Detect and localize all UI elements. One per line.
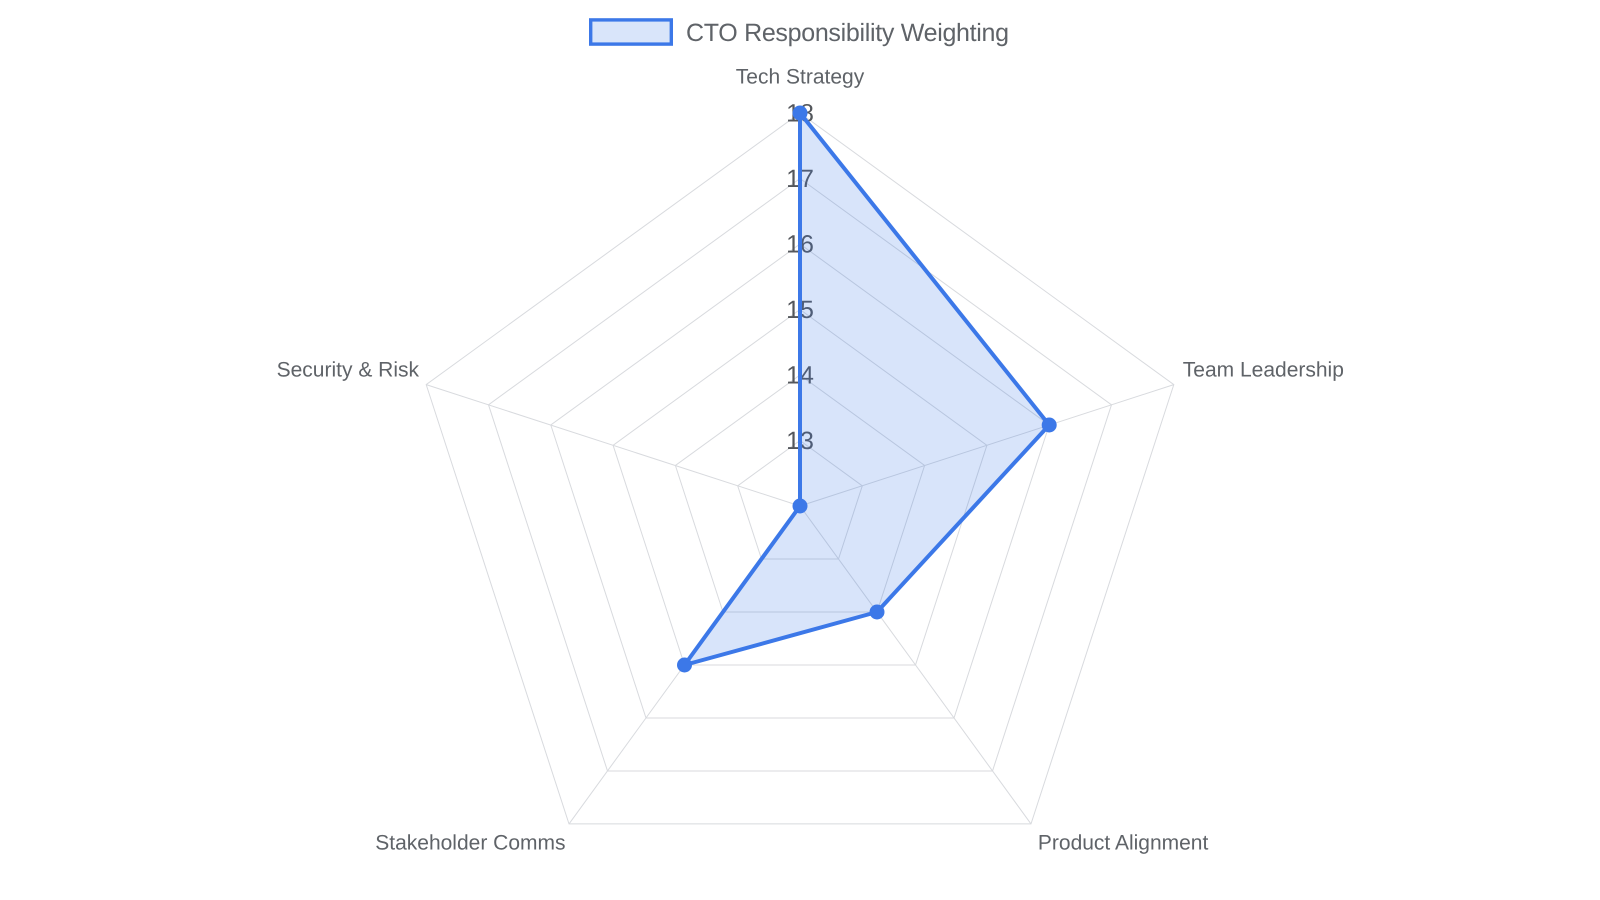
svg-text:CTO Responsibility Weighting: CTO Responsibility Weighting — [686, 19, 1009, 47]
svg-text:Product Alignment: Product Alignment — [1038, 832, 1209, 855]
svg-text:Team Leadership: Team Leadership — [1183, 359, 1344, 382]
svg-text:Tech Strategy: Tech Strategy — [736, 66, 865, 89]
svg-text:Security & Risk: Security & Risk — [277, 359, 420, 382]
svg-text:Stakeholder Comms: Stakeholder Comms — [375, 832, 565, 855]
